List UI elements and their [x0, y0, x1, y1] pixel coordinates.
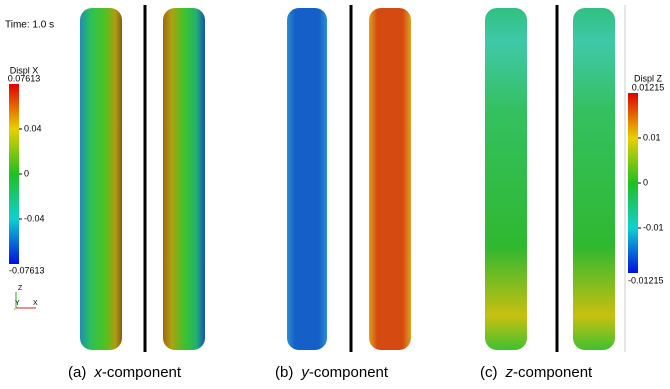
colorbar	[9, 84, 19, 264]
cylinder	[573, 8, 615, 350]
colorbar-tick-label: 0.01	[643, 132, 661, 142]
caption-label: (c)	[480, 364, 498, 381]
cylinder	[287, 8, 327, 350]
cylinder	[485, 8, 527, 350]
colorbar-tick-label: -0.01	[643, 222, 664, 232]
colorbar-min: -0.07613	[9, 265, 45, 275]
caption-text: -component	[309, 364, 389, 381]
triad-label: Z	[18, 285, 23, 292]
colorbar-tick-label: -0.04	[24, 213, 45, 223]
colorbar-min: -0.01215	[628, 275, 664, 285]
colorbar-max: 0.07613	[8, 73, 41, 83]
triad-label: X	[33, 300, 38, 307]
cylinder	[369, 8, 411, 350]
colorbar-max: 0.01215	[632, 82, 665, 92]
caption: (a)x-component	[68, 364, 182, 381]
axis-y	[14, 308, 16, 310]
caption-text: -component	[102, 364, 182, 381]
caption-label: (a)	[68, 364, 86, 381]
caption-text: -component	[513, 364, 593, 381]
caption: (b)y-component	[275, 364, 389, 381]
colorbar	[628, 93, 638, 273]
caption-label: (b)	[275, 364, 293, 381]
caption: (c)z-component	[480, 364, 593, 381]
triad-label: Y	[15, 300, 20, 307]
figure: Time: 1.0 s Displ X 0.07613 -0.07613 0.0…	[0, 0, 670, 384]
time-label: Time: 1.0 s	[5, 20, 54, 31]
colorbar-tick-label: 0	[24, 168, 29, 178]
cylinder	[163, 8, 205, 350]
colorbar-tick-label: 0	[643, 177, 648, 187]
colorbar-tick-label: 0.04	[24, 123, 42, 133]
cylinder	[80, 8, 122, 350]
